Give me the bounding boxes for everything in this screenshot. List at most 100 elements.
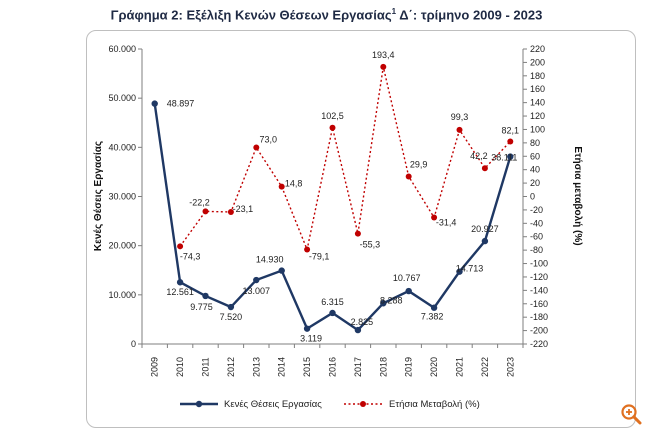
y2-tick-label: -180 bbox=[530, 312, 548, 322]
y2-tick-label: 100 bbox=[530, 124, 545, 134]
x-tick-label: 2010 bbox=[175, 357, 185, 377]
x-tick-label: 2016 bbox=[328, 357, 338, 377]
change-point bbox=[405, 173, 412, 180]
change-data-label: -55,3 bbox=[360, 240, 381, 250]
y2-tick-label: 220 bbox=[530, 44, 545, 54]
vacancies-data-label: 48.897 bbox=[167, 99, 195, 109]
vacancies-data-label: 14.930 bbox=[256, 255, 284, 265]
vacancies-data-label: 38.111 bbox=[491, 153, 517, 163]
legend-change-label: Ετήσια Μεταβολή (%) bbox=[389, 399, 480, 410]
change-data-label: 42,2 bbox=[470, 151, 488, 161]
x-tick-label: 2019 bbox=[404, 357, 414, 377]
chart-title-suffix: Δ΄: τρίμηνο 2009 - 2023 bbox=[396, 7, 543, 23]
change-data-label: 73,0 bbox=[260, 135, 278, 145]
change-data-label: 102,5 bbox=[321, 111, 344, 121]
y-axis-title: Κενές Θέσεις Εργασίας bbox=[93, 141, 104, 251]
x-tick-label: 2009 bbox=[150, 357, 160, 377]
x-tick-label: 2021 bbox=[455, 357, 465, 377]
vacancies-data-label: 20.927 bbox=[471, 224, 499, 234]
vacancies-data-label: 10.767 bbox=[393, 273, 421, 283]
x-tick-label: 2017 bbox=[353, 357, 363, 377]
chart-title: Γράφημα 2: Εξέλιξη Κενών Θέσεων Εργασίας… bbox=[0, 7, 653, 22]
vacancies-data-label: 7.382 bbox=[421, 312, 444, 322]
x-tick-label: 2012 bbox=[226, 357, 236, 377]
change-point bbox=[202, 208, 209, 215]
vacancies-point bbox=[456, 268, 463, 275]
y2-tick-label: -40 bbox=[530, 218, 543, 228]
vacancies-data-label: 3.119 bbox=[300, 334, 322, 344]
vacancies-data-label: 12.561 bbox=[166, 287, 194, 297]
change-data-label: -22,2 bbox=[189, 197, 210, 207]
change-data-label: -31,4 bbox=[436, 218, 457, 228]
y-tick-label: 50.000 bbox=[108, 93, 136, 103]
x-tick-label: 2018 bbox=[378, 357, 388, 377]
y2-axis-title: Ετήσια μεταβολή (%) bbox=[572, 146, 583, 245]
change-point bbox=[227, 208, 234, 215]
change-data-label: -23,1 bbox=[233, 204, 254, 214]
change-point bbox=[456, 126, 463, 133]
y2-tick-label: 40 bbox=[530, 165, 540, 175]
vacancies-data-label: 6.315 bbox=[321, 297, 344, 307]
change-point bbox=[329, 124, 336, 131]
y2-tick-label: -120 bbox=[530, 272, 548, 282]
y2-tick-label: -60 bbox=[530, 232, 543, 242]
y-tick-label: 10.000 bbox=[108, 290, 136, 300]
zoom-magnifier-icon[interactable] bbox=[620, 403, 642, 425]
y-tick-label: 30.000 bbox=[108, 192, 136, 202]
vacancies-point bbox=[380, 300, 387, 307]
vacancies-point bbox=[278, 267, 285, 274]
vacancies-point bbox=[405, 287, 412, 295]
change-point bbox=[380, 63, 387, 70]
x-tick-label: 2013 bbox=[251, 357, 261, 377]
vacancies-point bbox=[303, 325, 311, 332]
y2-tick-label: 160 bbox=[530, 84, 545, 94]
y-tick-label: 60.000 bbox=[108, 44, 136, 54]
change-data-label: -79,1 bbox=[309, 252, 330, 262]
zoom-magnifier-icon-graphic bbox=[621, 404, 642, 425]
y2-tick-label: -220 bbox=[530, 339, 548, 349]
vacancies-point bbox=[253, 276, 260, 284]
change-data-label: 14,8 bbox=[285, 179, 303, 189]
change-data-label: 29,9 bbox=[410, 159, 428, 169]
vacancies-point bbox=[176, 279, 184, 286]
x-tick-label: 2015 bbox=[302, 357, 312, 377]
y2-tick-label: 120 bbox=[530, 111, 545, 121]
x-tick-label: 2011 bbox=[201, 357, 211, 376]
y2-tick-label: 60 bbox=[530, 151, 540, 161]
y2-tick-label: 20 bbox=[530, 178, 540, 188]
change-point bbox=[278, 183, 285, 190]
y2-tick-label: -200 bbox=[530, 326, 548, 336]
y-tick-label: 40.000 bbox=[108, 142, 136, 152]
x-tick-label: 2022 bbox=[480, 357, 490, 377]
legend-vacancies-marker bbox=[195, 400, 203, 408]
x-tick-label: 2020 bbox=[429, 357, 439, 377]
y2-tick-label: -80 bbox=[530, 245, 543, 255]
vacancies-point bbox=[481, 237, 489, 245]
vacancies-point bbox=[329, 309, 336, 317]
vacancies-point bbox=[227, 303, 235, 311]
chart-title-main: Γράφημα 2: Εξέλιξη Κενών Θέσεων Εργασίας bbox=[110, 7, 392, 23]
vacancies-data-label: 13.007 bbox=[243, 286, 271, 296]
chart-frame bbox=[86, 30, 636, 428]
y-tick-label: 0 bbox=[131, 339, 136, 349]
y2-tick-label: -20 bbox=[530, 205, 543, 215]
y2-tick-label: -160 bbox=[530, 299, 548, 309]
legend-change-marker bbox=[360, 401, 366, 407]
vacancies-data-label: 9.775 bbox=[190, 302, 213, 312]
y2-tick-label: 0 bbox=[530, 192, 535, 202]
change-point bbox=[253, 144, 260, 151]
x-tick-label: 2014 bbox=[277, 357, 287, 377]
y2-tick-label: 140 bbox=[530, 98, 545, 108]
y2-tick-label: -140 bbox=[530, 285, 548, 295]
change-series-line bbox=[179, 66, 511, 252]
change-point bbox=[304, 246, 311, 253]
vacancies-point bbox=[151, 100, 158, 107]
change-point bbox=[481, 165, 488, 172]
vacancies-point bbox=[354, 326, 362, 334]
y2-tick-label: 200 bbox=[530, 57, 545, 67]
y2-tick-label: -100 bbox=[530, 259, 548, 269]
vacancies-data-label: 14.713 bbox=[456, 264, 484, 274]
vacancies-point bbox=[202, 292, 209, 300]
change-point bbox=[507, 138, 514, 145]
chart-title-footnote-marker: 1 bbox=[391, 7, 397, 16]
